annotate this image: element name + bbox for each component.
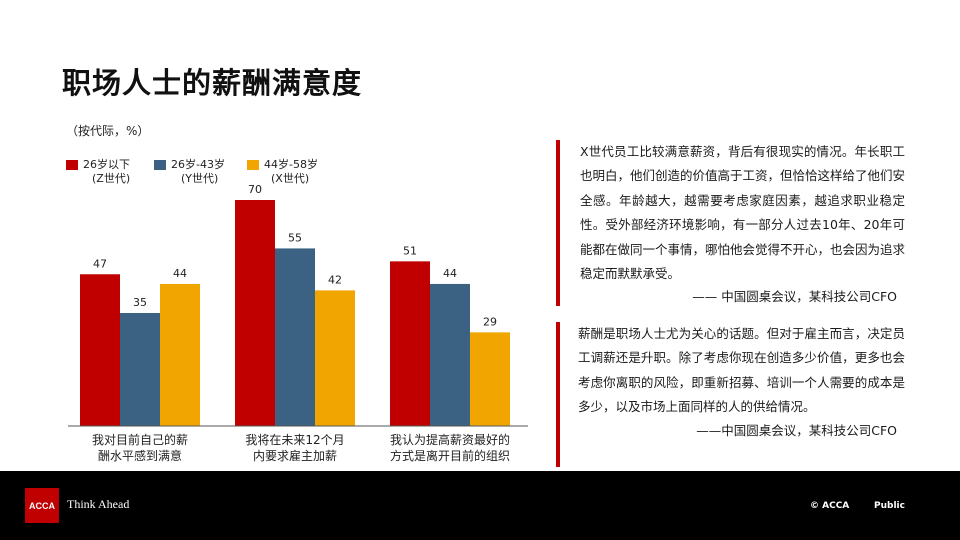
category-label-0-line-0: 我对目前自己的薪 (92, 432, 188, 447)
category-label-2-line-0: 我认为提高薪资最好的 (390, 432, 510, 447)
category-label-2-line-1: 方式是离开目前的组织 (390, 448, 510, 463)
tagline: Think Ahead (67, 497, 130, 511)
data-label-y-2: 44 (443, 267, 457, 280)
bar-y-0 (120, 313, 160, 426)
bar-y-2 (430, 283, 470, 426)
quote-source-2: ——中国圆桌会议，某科技公司CFO (696, 422, 897, 438)
legend-swatch-x (247, 160, 259, 170)
data-label-y-1: 55 (288, 231, 302, 244)
legend-label-z: 26岁以下 (83, 158, 130, 171)
unit-note: （按代际，%） (66, 124, 150, 138)
legend-sublabel-y: (Y世代) (181, 172, 219, 185)
bar-x-1 (315, 290, 355, 426)
legend-label-y: 26岁-43岁 (171, 158, 225, 171)
quote-card-1: X世代员工比较满意薪资，背后有很现实的情况。年长职工也明白，他们创造的价值高于工… (556, 140, 905, 306)
legend-sublabel-x: (X世代) (271, 172, 310, 185)
quote-card-2: 薪酬是职场人士尤为关心的话题。但对于雇主而言，决定员工调薪还是升职。除了考虑你现… (556, 322, 905, 467)
slide-title: 职场人士的薪酬满意度 (62, 66, 363, 100)
data-label-z-2: 51 (403, 244, 417, 257)
category-label-1-line-1: 内要求雇主加薪 (253, 448, 337, 463)
bar-x-2 (470, 332, 510, 426)
data-label-x-2: 29 (483, 315, 497, 328)
data-label-x-0: 44 (173, 267, 187, 280)
legend-label-x: 44岁-58岁 (264, 158, 318, 171)
bar-z-0 (80, 274, 120, 426)
bar-x-0 (160, 283, 200, 426)
bar-z-1 (235, 200, 275, 426)
copyright-text: © ACCA (810, 501, 850, 511)
data-label-z-0: 47 (93, 257, 107, 270)
bar-z-2 (390, 261, 430, 426)
category-label-0-line-1: 酬水平感到满意 (98, 448, 182, 463)
bar-y-1 (275, 248, 315, 426)
legend-swatch-z (66, 160, 78, 170)
acca-logo: ACCA (25, 488, 59, 523)
legend-sublabel-z: (Z世代) (92, 172, 131, 185)
data-label-z-1: 70 (248, 183, 262, 196)
quote-text-2: 薪酬是职场人士尤为关心的话题。但对于雇主而言，决定员工调薪还是升职。除了考虑你现… (578, 326, 905, 415)
data-label-y-0: 35 (133, 296, 147, 309)
quote-source-1: —— 中国圆桌会议，某科技公司CFO (692, 289, 897, 305)
data-label-x-1: 42 (328, 273, 342, 286)
quote-text-1: X世代员工比较满意薪资，背后有很现实的情况。年长职工也明白，他们创造的价值高于工… (580, 144, 906, 282)
classification-label: Public (874, 501, 905, 511)
category-label-1-line-0: 我将在未来12个月 (245, 433, 344, 447)
footer-bar: ACCA Think Ahead © ACCA Public (0, 471, 960, 540)
legend-swatch-y (154, 160, 166, 170)
